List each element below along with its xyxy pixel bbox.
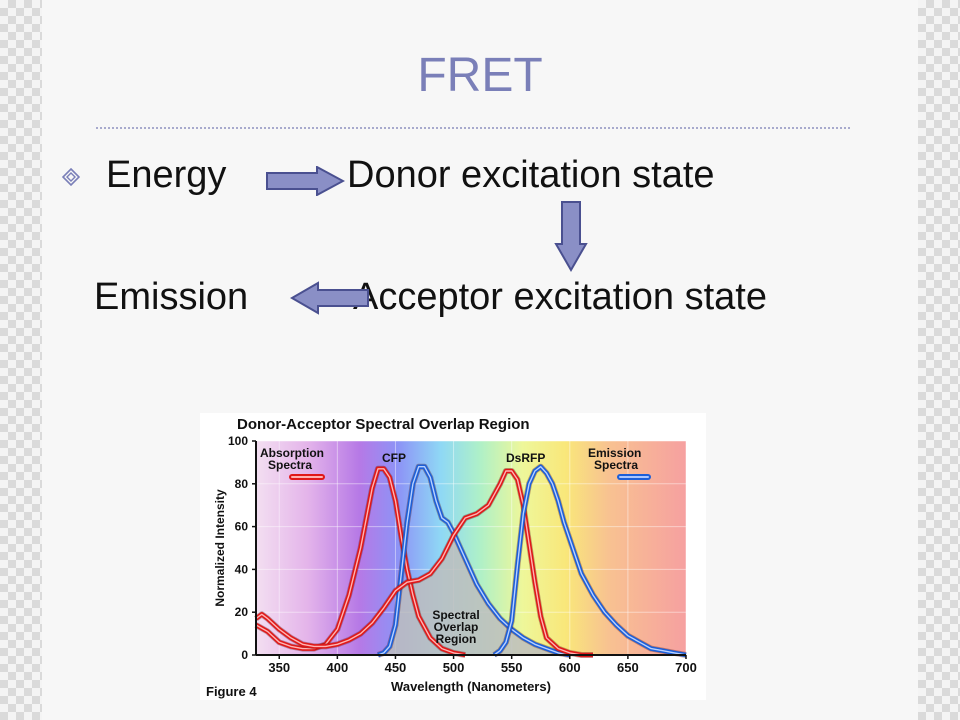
diamond-bullet-icon [61,166,81,192]
x-tick-label: 450 [385,660,407,675]
spectral-overlap-chart: 0 20 40 60 80 100 350 400 450 500 550 600 650 700 Don… [206,416,697,699]
cfp-absorption-highlight [255,468,466,656]
x-tick-label: 350 [268,660,290,675]
dsrfp-emission-highlight [493,466,687,656]
right-arrow-icon [266,166,345,196]
donor-state-label: Donor excitation state [347,154,715,196]
y-tick-label: 0 [241,648,248,662]
acceptor-state-label: Acceptor excitation state [353,276,767,318]
figure-caption: Figure 4 [206,684,257,699]
right-pattern-border [918,0,960,720]
emission-label: Emission [94,276,249,318]
x-tick-label: 550 [501,660,523,675]
x-tick-label: 500 [443,660,465,675]
dsrfp-absorption-highlight [255,470,593,656]
left-pattern-border [0,0,42,720]
x-tick-label: 400 [326,660,348,675]
x-tick-label: 600 [559,660,581,675]
y-tick-label: 60 [235,520,249,534]
x-tick-label: 700 [675,660,697,675]
title-divider [96,127,850,129]
legend-absorption-label: Absorption Spectra [260,446,324,472]
y-axis-label: Normalized Intensity [213,489,227,607]
overlap-region-annotation: Spectral Overlap Region [432,608,479,646]
x-axis-label: Wavelength (Nanometers) [391,679,551,694]
dsrfp-annotation: DsRFP [506,451,545,465]
x-tick-label: 650 [617,660,639,675]
y-tick-label: 80 [235,477,249,491]
y-tick-label: 100 [228,434,248,448]
slide-title: FRET [417,49,543,102]
chart-title: Donor-Acceptor Spectral Overlap Region [237,416,530,433]
down-arrow-icon [554,201,588,272]
y-tick-label: 20 [235,605,249,619]
left-arrow-icon [290,281,369,315]
legend-emission-label: Emission Spectra [588,446,641,472]
cfp-annotation: CFP [382,451,406,465]
cfp-emission-highlight [377,466,570,656]
y-tick-label: 40 [235,562,249,576]
energy-label: Energy [106,154,227,196]
spectral-overlap-figure: 0 20 40 60 80 100 350 400 450 500 550 600 650 700 Don… [200,413,706,700]
